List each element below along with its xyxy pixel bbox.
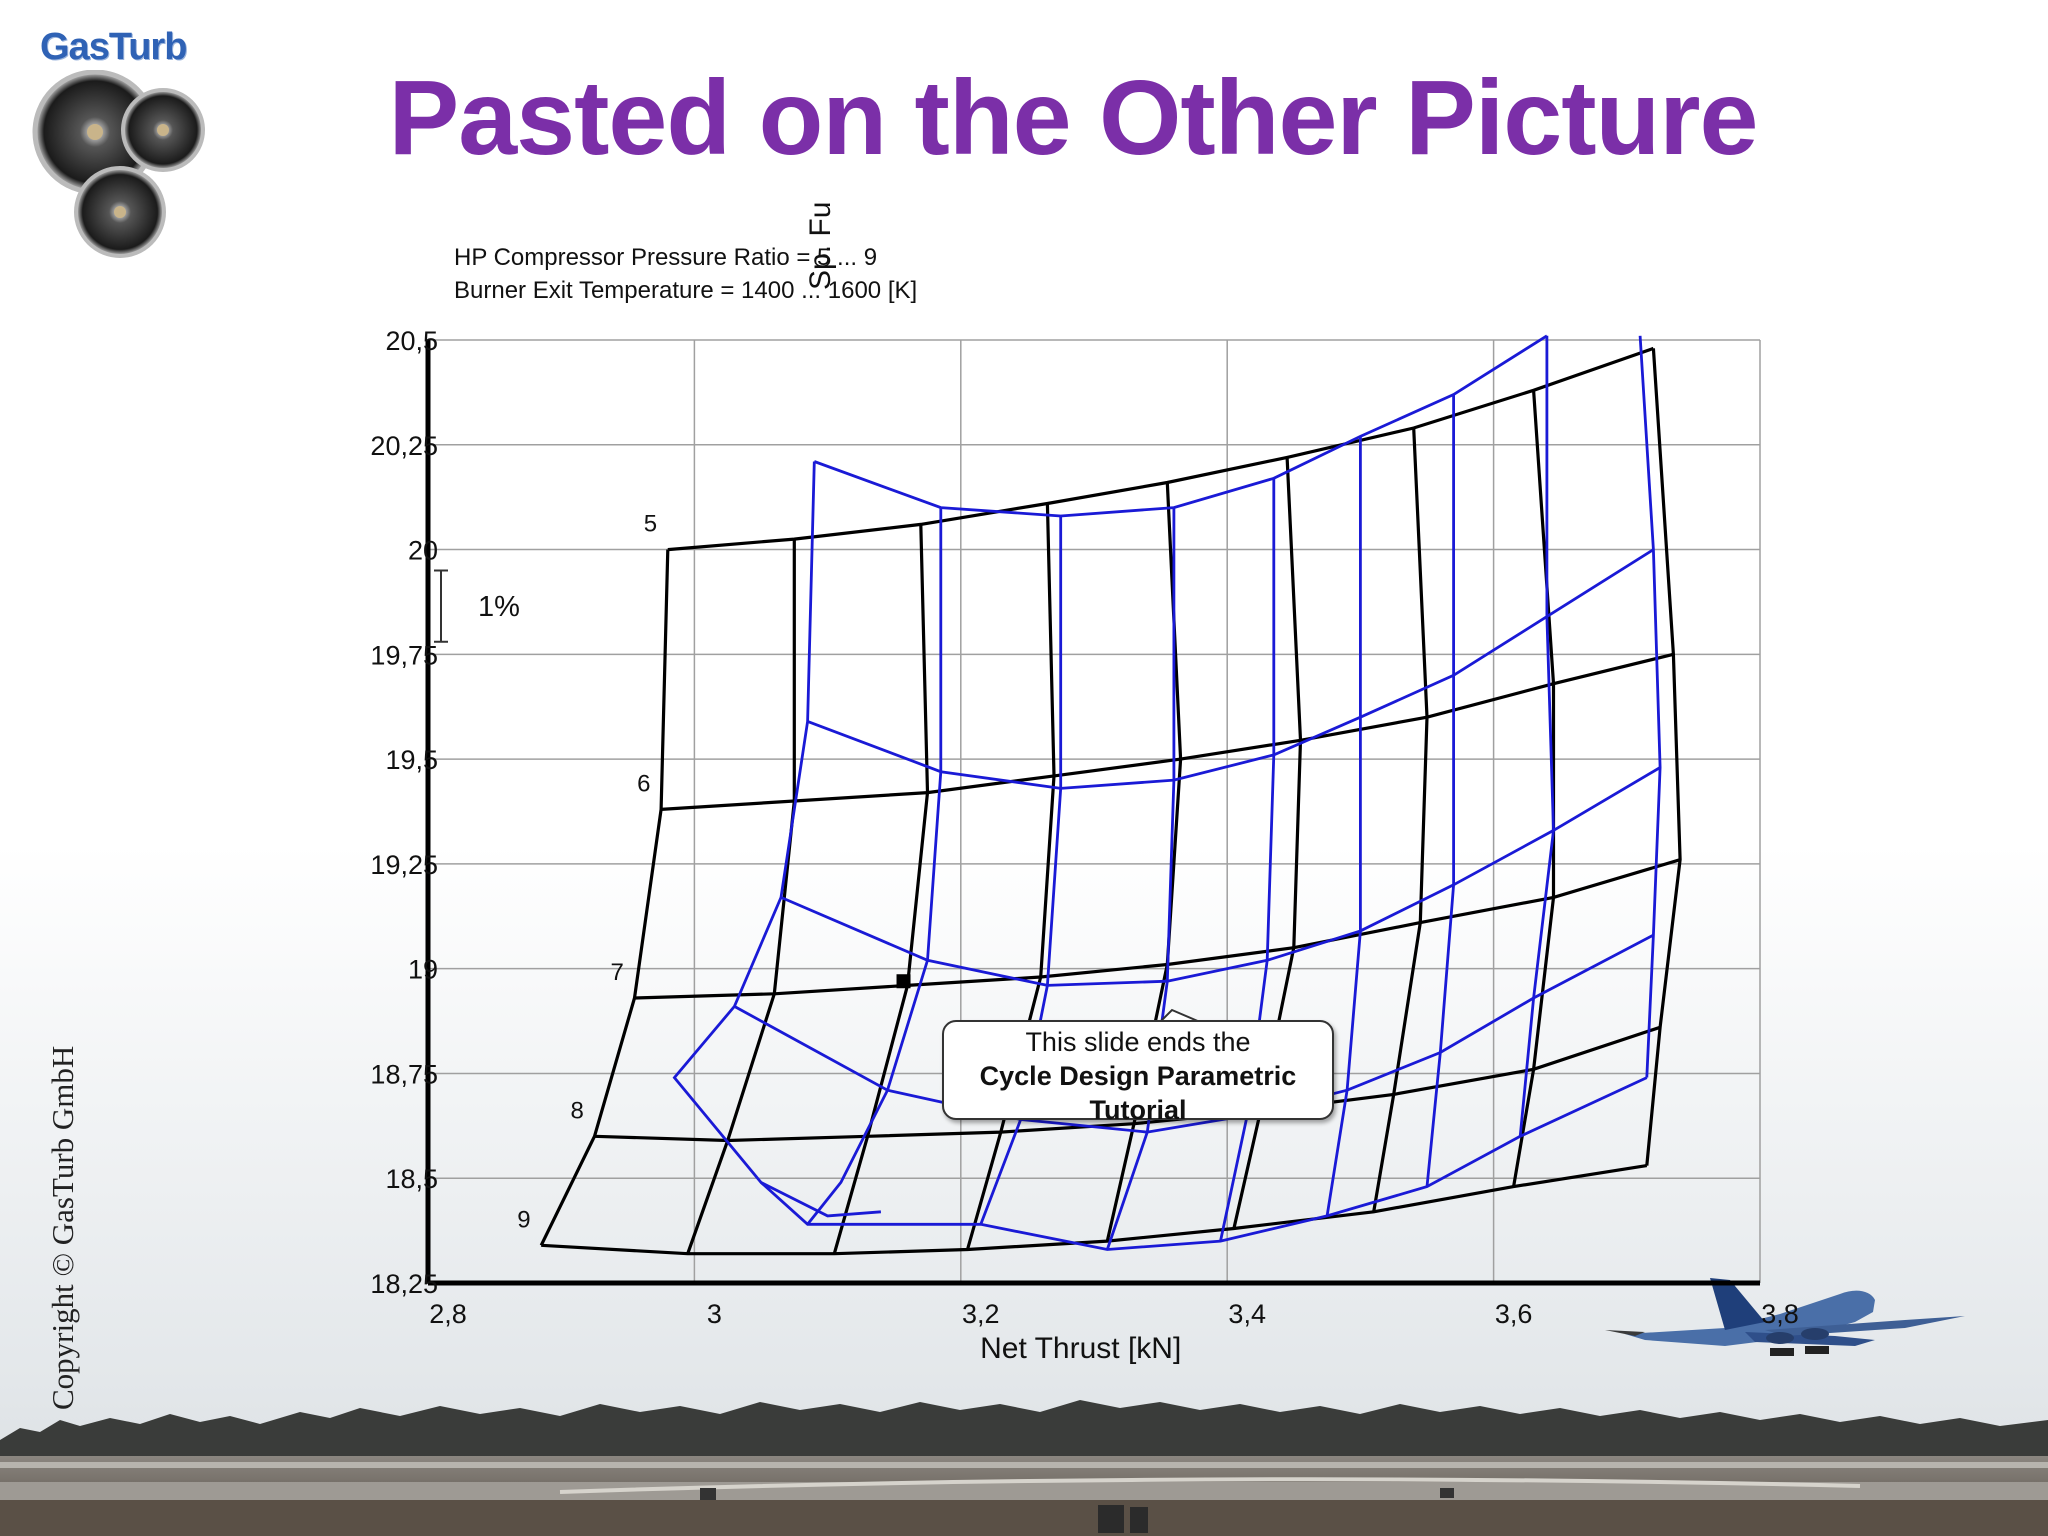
temperature-cross-line bbox=[1232, 457, 1303, 1229]
treeline bbox=[0, 1400, 2048, 1462]
y-tick-label: 20 bbox=[408, 536, 438, 566]
y-tick-label: 20,5 bbox=[385, 326, 438, 356]
x-tick-label: 2,8 bbox=[429, 1299, 467, 1329]
x-tick-label: 3,8 bbox=[1761, 1299, 1799, 1329]
y-tick-label: 19,5 bbox=[385, 745, 438, 775]
pressure-ratio-line bbox=[667, 346, 1654, 552]
y-tick-label: 19 bbox=[408, 955, 438, 985]
x-axis-label: Net Thrust [kN] bbox=[980, 1332, 1181, 1365]
y-tick-label: 18,75 bbox=[370, 1059, 438, 1089]
chart-axes bbox=[425, 340, 1760, 1286]
temperature-cross-line bbox=[1372, 427, 1429, 1213]
blue-temperature-line bbox=[1105, 507, 1176, 1250]
callout-line-2: Cycle Design Parametric bbox=[979, 1061, 1297, 1091]
turbofan-engines-logo-icon bbox=[32, 70, 205, 258]
rotated-axis-fragment: Sp. Fu bbox=[804, 202, 837, 290]
tutorial-end-callout: This slide ends the Cycle Design Paramet… bbox=[942, 1020, 1334, 1125]
scale-bar-label: 1% bbox=[478, 591, 520, 623]
temperature-cross-line bbox=[965, 503, 1056, 1250]
chart-note-pressure-ratio: HP Compressor Pressure Ratio = 5 ... 9 bbox=[454, 244, 878, 271]
pressure-ratio-label: 9 bbox=[517, 1206, 530, 1233]
callout-pointer bbox=[1160, 1008, 1201, 1023]
callout-line-1: This slide ends the bbox=[1025, 1027, 1251, 1057]
pressure-ratio-label: 8 bbox=[571, 1097, 584, 1124]
x-tick-label: 3,2 bbox=[962, 1299, 1000, 1329]
temperature-cross-line bbox=[686, 539, 796, 1255]
y-tick-label: 18,25 bbox=[370, 1269, 438, 1299]
callout-line-3: Tutorial bbox=[1089, 1095, 1187, 1125]
blue-cross-line bbox=[780, 766, 1661, 987]
blue-cross-line bbox=[760, 1076, 1648, 1251]
blue-temperature-line bbox=[1638, 335, 1662, 1078]
slide-title: Pasted on the Other Picture bbox=[388, 59, 1759, 177]
temperature-cross-line bbox=[539, 549, 670, 1247]
pressure-ratio-line bbox=[634, 858, 1681, 1000]
x-tick-label: 3,4 bbox=[1228, 1299, 1266, 1329]
chart-labels: 2,8 3 3,2 3,4 3,6 3,8 20,5 20,25 20 19,75 19,5 19,2… bbox=[370, 326, 1798, 1365]
chart-note-burner-temperature: Burner Exit Temperature = 1400 ... 1600 … bbox=[454, 277, 918, 304]
pressure-ratio-label: 6 bbox=[637, 770, 650, 797]
airplane-takeoff-photo-icon bbox=[1605, 1278, 1965, 1356]
temperature-cross-line bbox=[832, 524, 930, 1255]
pressure-ratio-line bbox=[660, 652, 1674, 811]
x-tick-label: 3 bbox=[707, 1299, 722, 1329]
temperature-cross-line bbox=[1645, 348, 1682, 1166]
chart-series bbox=[539, 334, 1682, 1256]
blue-temperature-line bbox=[672, 461, 882, 1218]
gasturb-logo-text: GasTurb bbox=[40, 26, 187, 68]
blue-cross-line bbox=[813, 334, 1548, 518]
blue-cross-line bbox=[807, 548, 1655, 790]
blue-temperature-line bbox=[1425, 394, 1455, 1187]
blue-temperature-line bbox=[806, 507, 943, 1226]
y-tick-label: 18,5 bbox=[385, 1164, 438, 1194]
pressure-ratio-label: 5 bbox=[644, 511, 657, 538]
y-tick-label: 19,75 bbox=[370, 640, 438, 670]
design-point-marker bbox=[896, 974, 911, 989]
chart-grid bbox=[427, 339, 1761, 1284]
y-tick-label: 20,25 bbox=[370, 431, 438, 461]
y-tick-label: 19,25 bbox=[370, 850, 438, 880]
x-tick-label: 3,6 bbox=[1495, 1299, 1533, 1329]
pressure-ratio-label: 7 bbox=[610, 959, 623, 986]
